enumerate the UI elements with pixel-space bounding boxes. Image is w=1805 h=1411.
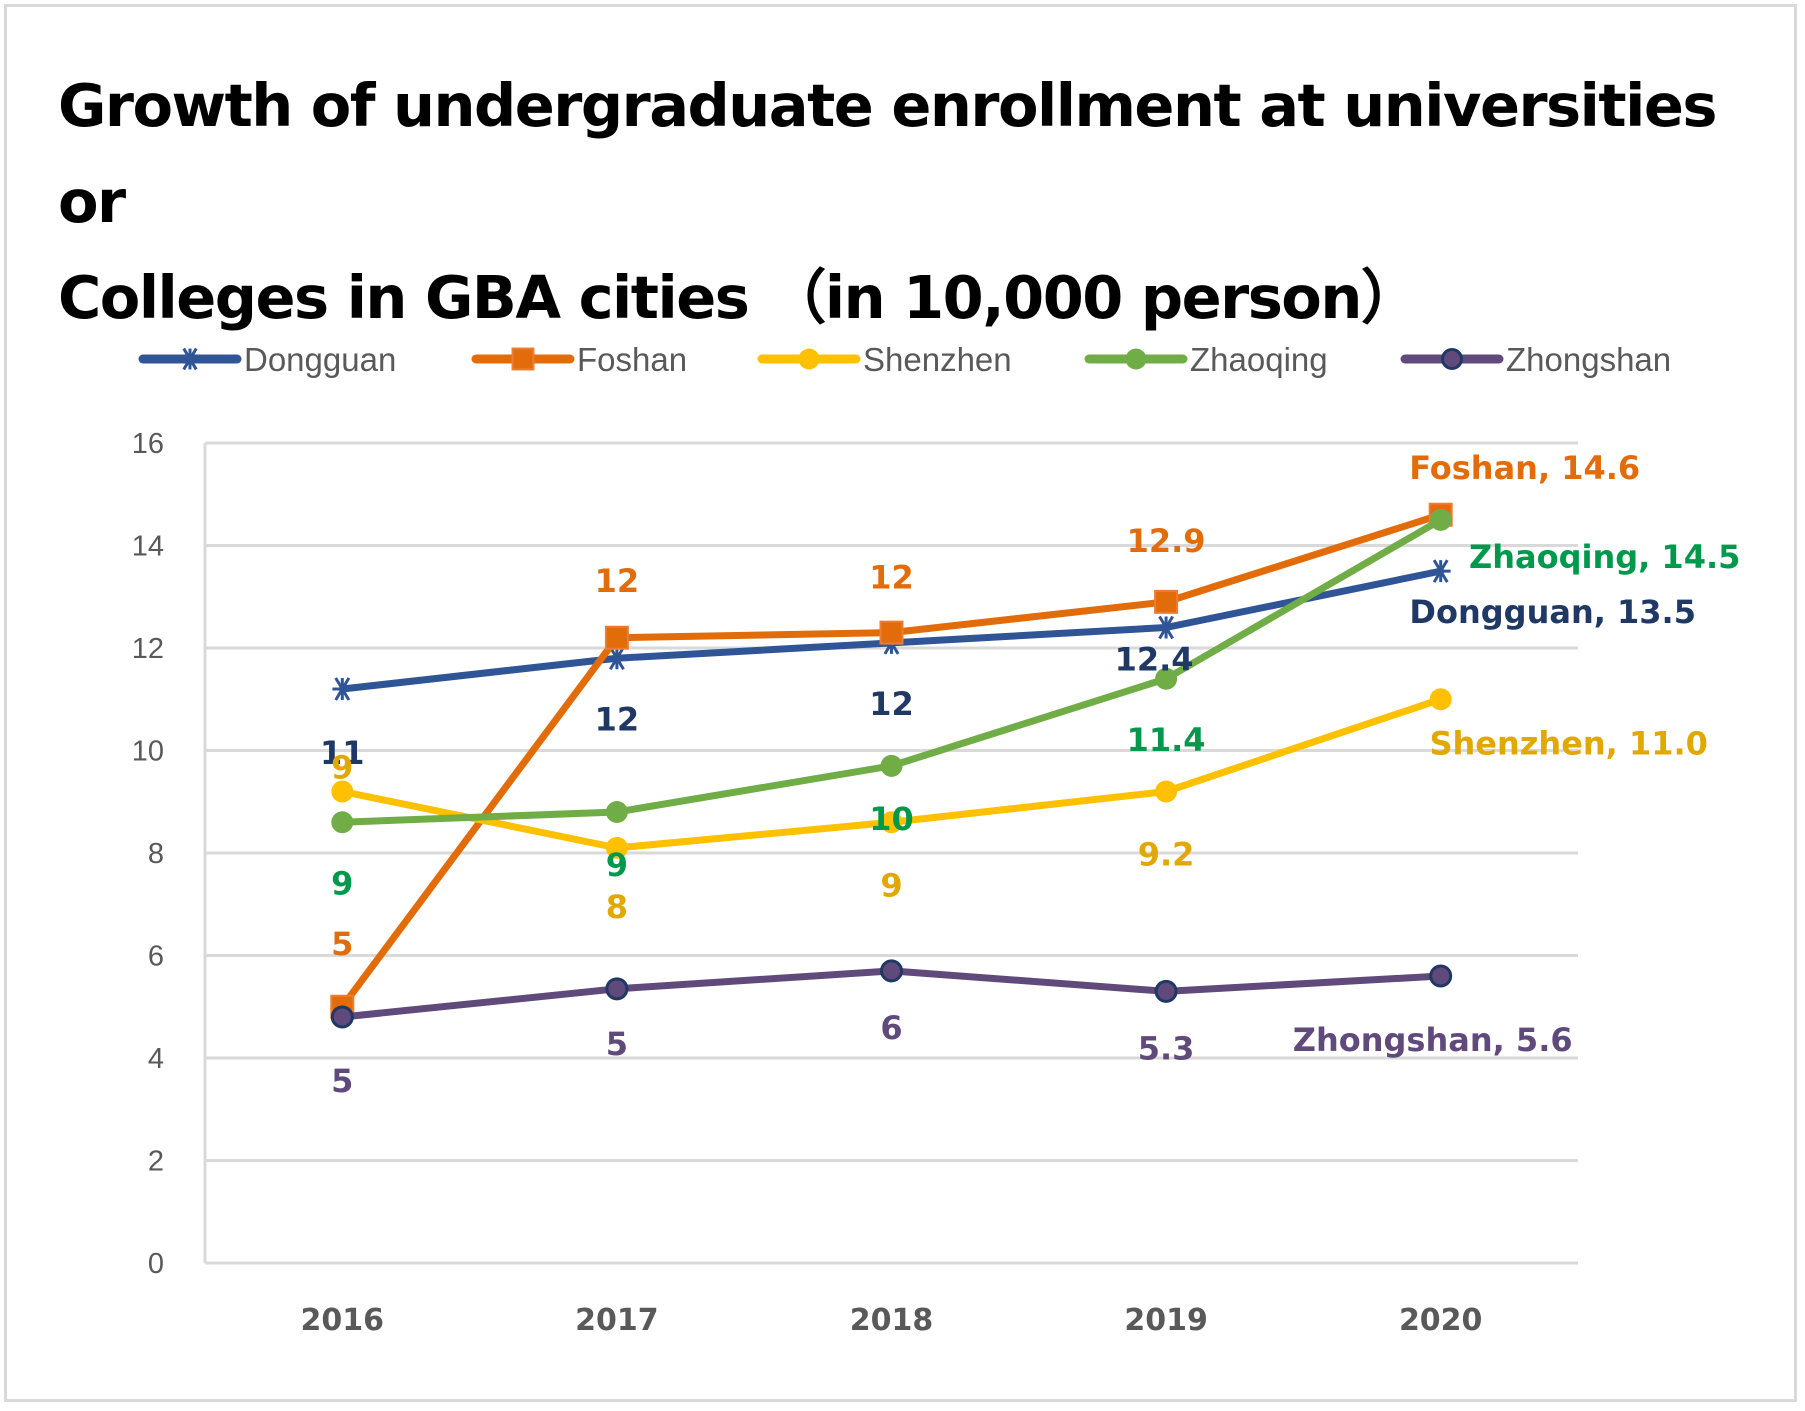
data-label: 11 — [320, 734, 365, 772]
series-zhongshan — [330, 959, 1453, 1029]
data-label: 9 — [606, 846, 628, 884]
circle-marker — [605, 836, 628, 859]
legend-item-foshan: Foshan — [471, 341, 687, 378]
asterisk-marker — [607, 646, 627, 671]
chart-frame — [4, 4, 1797, 1402]
data-label: Shenzhen, 11.0 — [1429, 724, 1707, 762]
gridlines — [205, 441, 1578, 1265]
data-label: 12 — [595, 562, 640, 600]
x-tick-label: 2020 — [1399, 1303, 1483, 1338]
circle-marker — [880, 754, 903, 777]
y-tick-label: 10 — [132, 736, 164, 768]
data-label: Foshan, 14.6 — [1409, 449, 1640, 487]
legend-item-zhaoqing: Zhaoqing — [1084, 341, 1328, 378]
x-tick-label: 2016 — [301, 1303, 385, 1338]
y-tick-label: 4 — [148, 1043, 164, 1075]
square-marker — [604, 625, 629, 650]
data-label: 12 — [869, 559, 914, 597]
data-label: 12 — [869, 685, 914, 723]
x-tick-label: 2018 — [850, 1303, 934, 1338]
legend-label: Foshan — [577, 341, 687, 378]
data-label: Dongguan, 13.5 — [1409, 593, 1696, 631]
circle-marker — [1155, 780, 1178, 803]
series-lines — [330, 502, 1453, 1029]
data-label: 8 — [606, 888, 628, 926]
data-label: 5 — [606, 1025, 628, 1063]
series-shenzhen — [331, 688, 1452, 859]
circle-marker — [330, 1005, 354, 1029]
y-tick-label: 0 — [148, 1248, 164, 1280]
asterisk-marker — [332, 677, 353, 701]
data-label: 12.9 — [1127, 522, 1206, 560]
circle-marker — [331, 811, 354, 834]
data-label: 5 — [331, 1062, 353, 1100]
legend-item-dongguan: Dongguan — [138, 341, 396, 378]
legend: Dongguan Foshan Shenzhen Zhaoqing Zhongshan — [138, 341, 1671, 378]
asterisk-marker — [180, 347, 200, 371]
chart-title: Growth of undergraduate enrollment at un… — [58, 58, 1778, 346]
circle-marker — [1155, 667, 1178, 690]
data-label: Zhongshan, 5.6 — [1293, 1021, 1573, 1059]
square-marker — [511, 347, 535, 371]
circle-marker — [880, 811, 903, 834]
legend-label: Zhongshan — [1506, 341, 1671, 378]
data-label: 9 — [331, 749, 353, 787]
asterisk-marker — [1430, 559, 1451, 583]
data-label: 11.4 — [1127, 721, 1206, 759]
circle-marker — [1429, 964, 1453, 988]
circle-marker — [331, 780, 354, 803]
circle-marker — [1441, 348, 1463, 370]
data-label: 9 — [331, 864, 353, 902]
data-label: 5.3 — [1138, 1029, 1195, 1067]
circle-marker — [605, 977, 629, 1001]
square-marker — [879, 620, 904, 645]
y-tick-label: 14 — [132, 531, 164, 563]
data-label: 12 — [595, 700, 640, 738]
chart-title-line-1: Growth of undergraduate enrollment at un… — [58, 71, 1717, 236]
circle-marker — [1125, 348, 1147, 370]
data-label: 6 — [880, 1009, 902, 1047]
legend-item-shenzhen: Shenzhen — [757, 341, 1012, 378]
data-label: Zhaoqing, 14.5 — [1469, 538, 1740, 576]
y-tick-label: 2 — [148, 1146, 164, 1178]
asterisk-marker — [1156, 615, 1176, 640]
series-zhaoqing — [331, 508, 1452, 834]
circle-marker — [1154, 979, 1178, 1003]
circle-marker — [798, 348, 820, 370]
x-tick-label: 2019 — [1124, 1303, 1208, 1338]
legend-label: Dongguan — [244, 341, 396, 378]
y-axis: 0 2 4 6 8 10 12 14 16 — [132, 428, 207, 1280]
data-label: 9.2 — [1138, 836, 1195, 874]
circle-marker — [1429, 688, 1452, 711]
data-label: 10 — [869, 800, 914, 838]
data-label: 9 — [880, 866, 902, 904]
chart-title-line-2: Colleges in GBA cities （in 10,000 person… — [58, 263, 1420, 332]
data-label: 12.4 — [1115, 641, 1194, 679]
square-marker — [1154, 589, 1179, 614]
y-tick-label: 8 — [148, 838, 164, 870]
y-tick-label: 12 — [132, 633, 164, 665]
circle-marker — [880, 959, 903, 983]
legend-label: Zhaoqing — [1190, 341, 1328, 378]
circle-marker — [605, 801, 628, 823]
y-tick-label: 16 — [132, 428, 164, 460]
data-labels: 11 12 12 12.4 Dongguan, 13.5 5 12 12 12.9 Foshan,… — [320, 449, 1740, 1100]
x-tick-label: 2017 — [575, 1303, 659, 1338]
data-label: 5 — [331, 925, 353, 963]
y-tick-label: 6 — [148, 941, 164, 973]
x-axis: 2016 2017 2018 2019 2020 — [301, 1303, 1483, 1338]
legend-label: Shenzhen — [863, 341, 1012, 378]
circle-marker — [1429, 508, 1452, 531]
legend-item-zhongshan: Zhongshan — [1400, 341, 1671, 378]
